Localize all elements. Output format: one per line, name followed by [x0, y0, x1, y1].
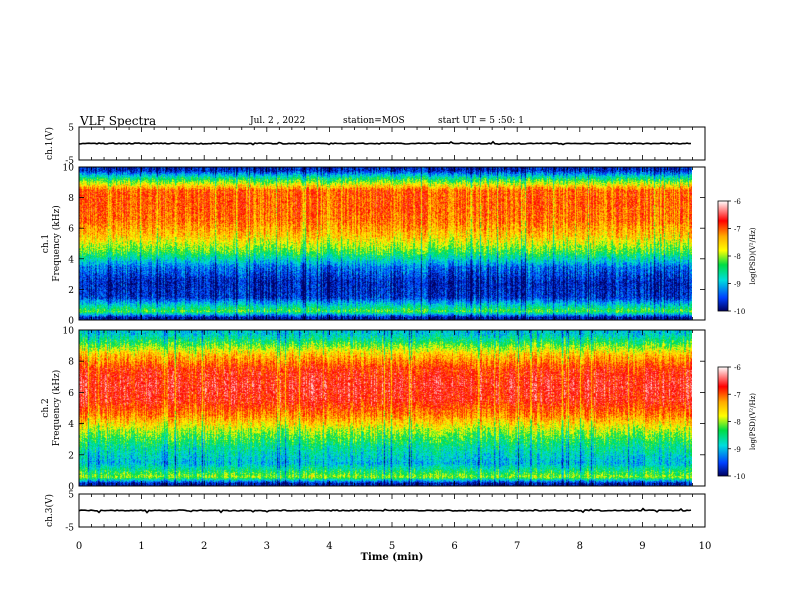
colorbar-label: log(PSD)(V²/Hz)	[749, 393, 757, 450]
colorbar	[717, 366, 729, 477]
x-tick-label: 3	[264, 541, 270, 552]
ch2-spectrogram-image	[79, 330, 692, 486]
station-label: station=MOS	[343, 116, 405, 126]
x-tick-label: 7	[514, 541, 520, 552]
date-label: Jul. 2 , 2022	[250, 116, 306, 126]
ylabel-line: ch.3(V)	[44, 494, 55, 527]
ch3-voltage-trace	[78, 507, 692, 514]
colorbar-label-text: log(PSD)(V²/Hz)	[749, 227, 757, 284]
ch2-spectrogram-ytick-label: 0	[68, 483, 74, 493]
x-tick-label: 10	[699, 541, 712, 552]
ch1-spectrogram-ytick-label: 8	[68, 194, 74, 204]
colorbar-tick-label: -6	[734, 364, 741, 372]
ch1-voltage-ytick-label: -5	[65, 157, 74, 167]
x-axis-label: Time (min)	[361, 552, 424, 563]
start-time-label: start UT = 5 :50: 1	[438, 116, 524, 126]
colorbar-tick-label: -9	[734, 446, 741, 454]
colorbar-tick-label: -6	[734, 198, 741, 206]
ch1-spectrogram-image	[79, 167, 692, 320]
colorbar-label-text: log(PSD)(V²/Hz)	[749, 393, 757, 450]
ch2-spectrogram-ytick-label: 6	[68, 389, 74, 399]
x-tick-label: 1	[138, 541, 144, 552]
ch1-spectrogram-ytick-label: 2	[68, 286, 74, 296]
ch3-voltage-ytick-label: -5	[65, 524, 74, 534]
ch2-spectrogram-ylabel: ch.2 Frequency (kHz)	[41, 370, 62, 447]
ylabel-line: Frequency (kHz)	[51, 370, 62, 447]
ch1-spectrogram-ylabel: ch.1 Frequency (kHz)	[41, 205, 62, 282]
ch2-spectrogram-ytick-label: 4	[68, 420, 74, 430]
x-tick-label: 9	[639, 541, 645, 552]
x-tick-label: 5	[389, 541, 395, 552]
ylabel-line: Frequency (kHz)	[51, 205, 62, 282]
figure-title: VLF Spectra	[80, 114, 157, 128]
colorbar-tick-label: -10	[734, 308, 745, 316]
ch3-voltage-ytick-label: 5	[68, 491, 74, 501]
ch1-spectrogram-ytick-label: 0	[68, 317, 74, 327]
colorbar-tick-label: -9	[734, 281, 741, 289]
ch1-spectrogram-ytick-label: 10	[63, 164, 75, 174]
colorbar-tick-label: -7	[734, 391, 741, 399]
ylabel-line: ch.1	[41, 234, 51, 253]
ch1-spectrogram-ytick-label: 4	[68, 255, 74, 265]
x-tick-label: 6	[451, 541, 457, 552]
ch1-voltage-ytick-label: 5	[68, 124, 74, 134]
ch1-voltage-ylabel: ch.1(V)	[44, 127, 55, 160]
colorbar-label: log(PSD)(V²/Hz)	[749, 227, 757, 284]
colorbar	[717, 200, 729, 312]
colorbar-tick-label: -7	[734, 226, 741, 234]
ch1-voltage-trace	[78, 140, 692, 146]
ylabel-line: ch.2	[41, 398, 51, 417]
x-tick-label: 2	[201, 541, 207, 552]
colorbar-tick-label: -10	[734, 473, 745, 481]
x-tick-label: 0	[76, 541, 82, 552]
colorbar-tick-label: -8	[734, 253, 741, 261]
ylabel-line: ch.1(V)	[44, 127, 55, 160]
ch3-voltage-ylabel: ch.3(V)	[44, 494, 55, 527]
ch2-spectrogram-ytick-label: 10	[63, 327, 75, 337]
ch2-spectrogram-ytick-label: 2	[68, 451, 74, 461]
colorbar-tick-label: -8	[734, 419, 741, 427]
ch1-spectrogram-ytick-label: 6	[68, 225, 74, 235]
x-tick-label: 8	[577, 541, 583, 552]
ch2-spectrogram-ytick-label: 8	[68, 358, 74, 368]
x-tick-label: 4	[326, 541, 332, 552]
